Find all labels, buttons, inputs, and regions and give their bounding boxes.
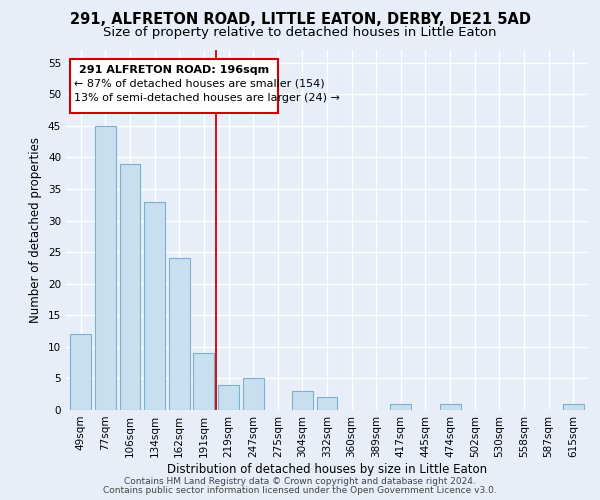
- Bar: [95, 126, 116, 410]
- Bar: [440, 404, 461, 410]
- Bar: [218, 384, 239, 410]
- Text: Size of property relative to detached houses in Little Eaton: Size of property relative to detached ho…: [103, 26, 497, 39]
- X-axis label: Distribution of detached houses by size in Little Eaton: Distribution of detached houses by size …: [167, 462, 487, 475]
- Text: Contains public sector information licensed under the Open Government Licence v3: Contains public sector information licen…: [103, 486, 497, 495]
- FancyBboxPatch shape: [70, 60, 278, 113]
- Y-axis label: Number of detached properties: Number of detached properties: [29, 137, 43, 323]
- Bar: [317, 398, 337, 410]
- Bar: [169, 258, 190, 410]
- Bar: [193, 353, 214, 410]
- Text: 291 ALFRETON ROAD: 196sqm: 291 ALFRETON ROAD: 196sqm: [79, 65, 269, 75]
- Bar: [391, 404, 412, 410]
- Bar: [292, 391, 313, 410]
- Text: 291, ALFRETON ROAD, LITTLE EATON, DERBY, DE21 5AD: 291, ALFRETON ROAD, LITTLE EATON, DERBY,…: [70, 12, 530, 28]
- Text: 13% of semi-detached houses are larger (24) →: 13% of semi-detached houses are larger (…: [74, 93, 340, 103]
- Bar: [563, 404, 584, 410]
- Bar: [70, 334, 91, 410]
- Bar: [242, 378, 263, 410]
- Text: ← 87% of detached houses are smaller (154): ← 87% of detached houses are smaller (15…: [74, 78, 325, 88]
- Bar: [119, 164, 140, 410]
- Bar: [144, 202, 165, 410]
- Text: Contains HM Land Registry data © Crown copyright and database right 2024.: Contains HM Land Registry data © Crown c…: [124, 477, 476, 486]
